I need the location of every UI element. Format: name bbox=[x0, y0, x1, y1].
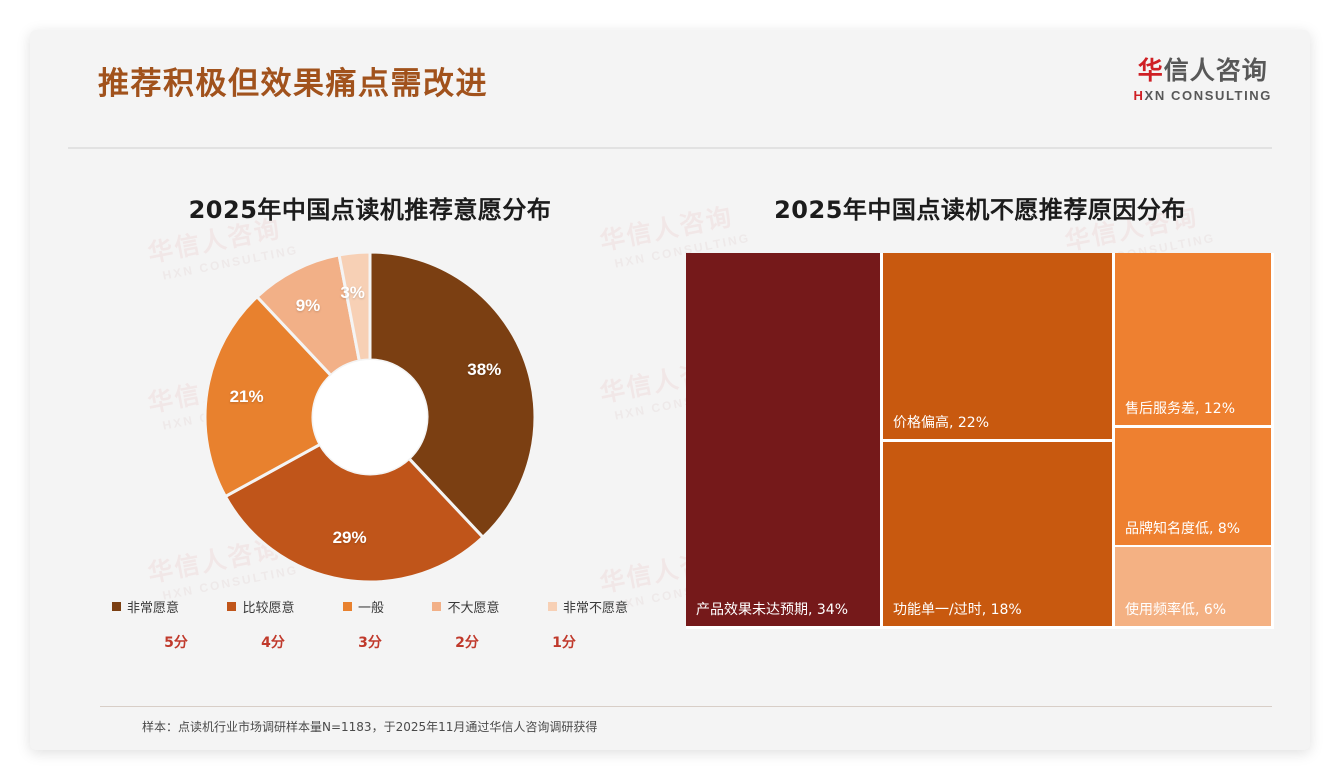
logo-chinese: 华信人咨询 bbox=[1134, 57, 1272, 85]
donut-slice-label: 3% bbox=[340, 282, 365, 302]
donut-svg bbox=[203, 250, 537, 584]
treemap-chart: 产品效果未达预期, 34% 价格偏高, 22% 功能单一/过时, 18% 售后服务差,… bbox=[686, 253, 1274, 629]
score-label: 1分 bbox=[552, 635, 576, 651]
donut-legend: 非常愿意 比较愿意 一般 不大愿意 非常不愿意 bbox=[110, 597, 630, 616]
left-chart-title: 2025年中国点读机推荐意愿分布 bbox=[188, 196, 552, 224]
legend-item[interactable]: 非常愿意 bbox=[112, 597, 179, 616]
treemap-cell[interactable]: 价格偏高, 22% bbox=[883, 253, 1112, 439]
legend-label: 一般 bbox=[357, 601, 384, 616]
treemap-cell-label: 功能单一/过时, 18% bbox=[893, 602, 1022, 618]
legend-item[interactable]: 比较愿意 bbox=[227, 597, 295, 616]
score-label: 3分 bbox=[358, 635, 382, 651]
logo-cn-rest: 信人咨询 bbox=[1163, 56, 1268, 85]
legend-swatch-icon bbox=[432, 602, 442, 611]
treemap-cell-label: 价格偏高, 22% bbox=[893, 415, 990, 431]
right-chart-title: 2025年中国点读机不愿推荐原因分布 bbox=[774, 196, 1186, 224]
treemap-cell[interactable]: 产品效果未达预期, 34% bbox=[686, 253, 880, 626]
treemap-cell[interactable]: 售后服务差, 12% bbox=[1115, 253, 1271, 425]
score-row: 5分 4分 3分 2分 1分 bbox=[110, 632, 630, 652]
slide-footer: ©2026.1 HXR华信人咨询 www.hxrcon.com bbox=[30, 742, 1310, 750]
legend-label: 非常愿意 bbox=[127, 601, 180, 616]
slide-header: 推荐积极但效果痛点需改进 华信人咨询 HXN CONSULTING bbox=[30, 30, 1310, 122]
legend-label: 比较愿意 bbox=[242, 601, 295, 616]
right-chart-panel: 2025年中国点读机不愿推荐原因分布 产品效果未达预期, 34% 价格偏高, 22… bbox=[680, 162, 1280, 692]
legend-label: 非常不愿意 bbox=[562, 601, 628, 616]
donut-slice-label: 9% bbox=[295, 295, 321, 315]
treemap-cell[interactable]: 使用频率低, 6% bbox=[1115, 547, 1271, 626]
legend-label: 不大愿意 bbox=[447, 601, 500, 616]
treemap-cell-label: 品牌知名度低, 8% bbox=[1125, 521, 1241, 537]
header-divider bbox=[68, 147, 1272, 149]
donut-chart: 38% 29% 21% 9% 3% bbox=[190, 243, 550, 591]
legend-item[interactable]: 不大愿意 bbox=[432, 597, 499, 616]
copyright-text: ©2026.1 HXR华信人咨询 bbox=[100, 748, 243, 750]
logo-cn-accent: 华 bbox=[1137, 56, 1164, 85]
left-chart-panel: 2025年中国点读机推荐意愿分布 38% 29% 21% 9% 3% 非常愿意 比较愿意 一… bbox=[70, 162, 670, 692]
donut-slice-label: 21% bbox=[229, 386, 264, 406]
donut-slice-label: 38% bbox=[467, 360, 502, 380]
website-link[interactable]: www.hxrcon.com bbox=[1147, 748, 1238, 750]
logo-en-rest: XN CONSULTING bbox=[1144, 87, 1272, 103]
company-logo: 华信人咨询 HXN CONSULTING bbox=[1134, 57, 1272, 103]
legend-swatch-icon bbox=[342, 602, 352, 611]
page-title: 推荐积极但效果痛点需改进 bbox=[98, 66, 488, 102]
legend-swatch-icon bbox=[227, 602, 237, 611]
score-label: 5分 bbox=[164, 635, 188, 651]
treemap-cell-label: 售后服务差, 12% bbox=[1125, 401, 1236, 417]
logo-english: HXN CONSULTING bbox=[1134, 88, 1272, 103]
logo-en-accent: H bbox=[1133, 87, 1145, 103]
treemap-cell[interactable]: 功能单一/过时, 18% bbox=[883, 442, 1112, 626]
legend-swatch-icon bbox=[547, 602, 557, 611]
footer-divider bbox=[100, 706, 1272, 707]
treemap-cell-label: 产品效果未达预期, 34% bbox=[696, 602, 849, 618]
slide-card: 华信人咨询 HXN CONSULTING 华信人咨询 HXN CONSULTIN… bbox=[30, 30, 1310, 750]
treemap-cell-label: 使用频率低, 6% bbox=[1125, 602, 1227, 618]
legend-item[interactable]: 非常不愿意 bbox=[547, 597, 628, 616]
legend-item[interactable]: 一般 bbox=[342, 597, 384, 616]
donut-hole bbox=[313, 360, 427, 474]
source-note: 样本：点读机行业市场调研样本量N=1183，于2025年11月通过华信人咨询调研… bbox=[142, 720, 598, 734]
legend-swatch-icon bbox=[112, 602, 121, 611]
score-label: 4分 bbox=[261, 635, 285, 651]
donut-slice-label: 29% bbox=[332, 528, 367, 548]
treemap-cell[interactable]: 品牌知名度低, 8% bbox=[1115, 428, 1271, 545]
score-label: 2分 bbox=[455, 635, 479, 651]
